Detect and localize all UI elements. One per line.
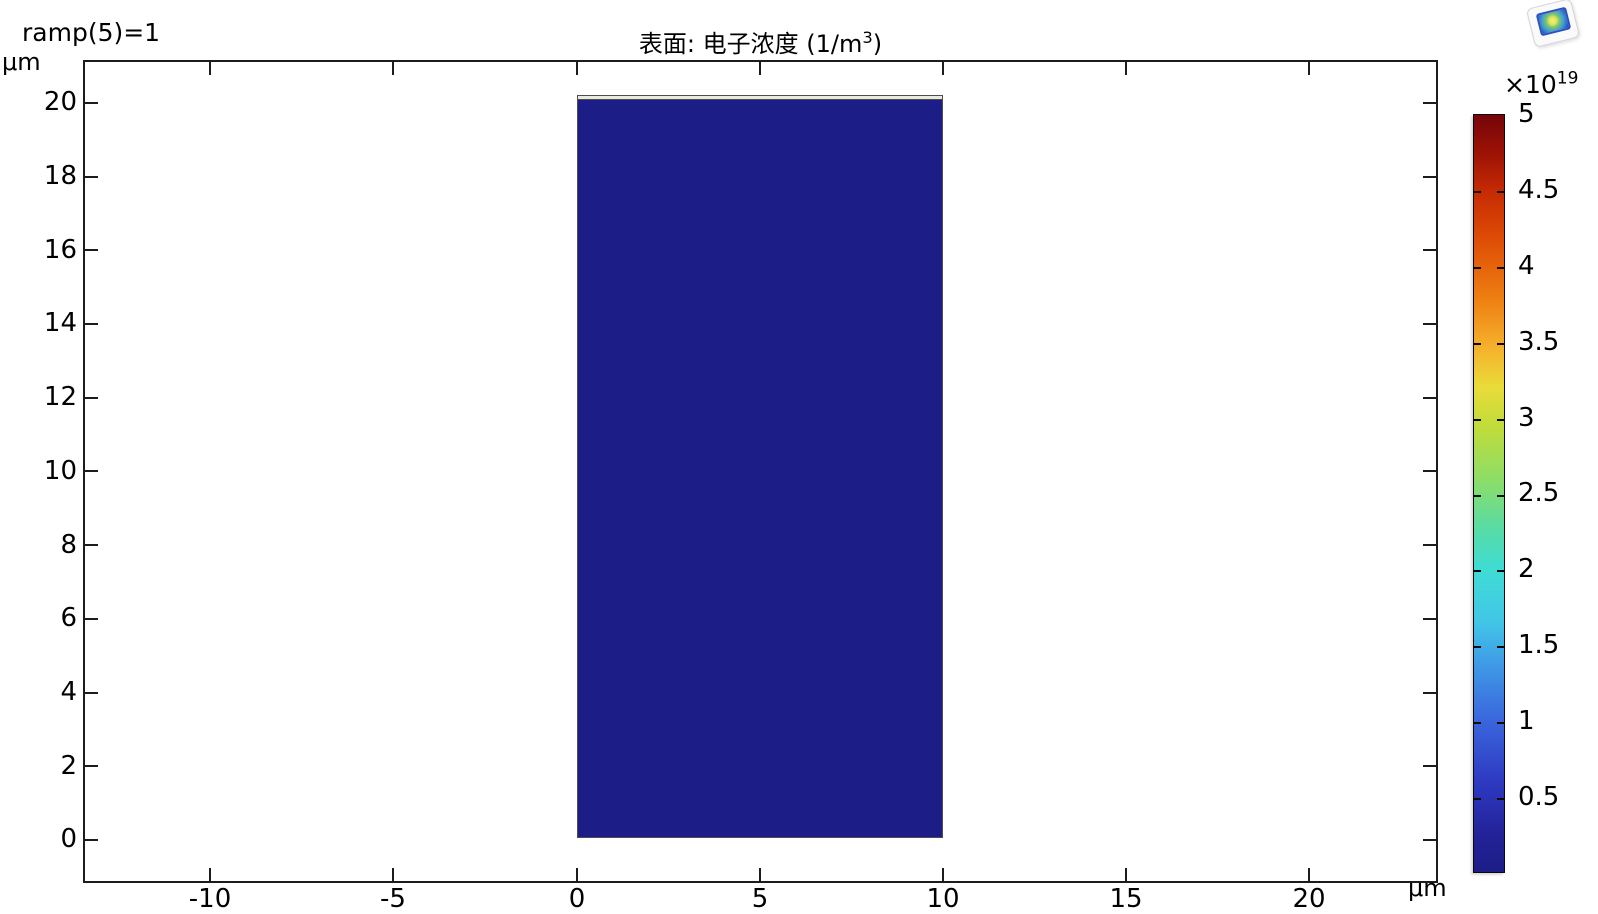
axis-tick <box>942 868 944 881</box>
axis-tick <box>85 692 98 694</box>
colorbar-tick <box>1497 570 1504 572</box>
colorbar-tick <box>1497 191 1504 193</box>
colorbar-label: 3 <box>1518 403 1535 433</box>
axis-tick <box>85 397 98 399</box>
axis-tick <box>942 62 944 75</box>
axis-tick <box>1125 62 1127 75</box>
axis-tick <box>759 62 761 75</box>
x-tick-label: 0 <box>568 884 586 914</box>
colorbar-label: 2 <box>1518 554 1535 584</box>
colorbar-tick <box>1497 419 1504 421</box>
y-tick-label: 8 <box>60 530 77 560</box>
colorbar-multiplier: ×1019 <box>1504 68 1579 99</box>
axis-tick <box>759 868 761 881</box>
simulation-domain-rect[interactable] <box>577 95 943 838</box>
axis-tick <box>85 102 98 104</box>
colorbar-label: 1.5 <box>1518 630 1560 660</box>
axis-tick <box>1423 470 1436 472</box>
axis-tick <box>1423 544 1436 546</box>
surface-plot-thumbnail-icon[interactable] <box>1524 0 1584 50</box>
plot-title-suffix: ) <box>872 30 883 58</box>
axis-tick <box>1423 618 1436 620</box>
y-tick-label: 14 <box>43 308 77 338</box>
axis-tick <box>1423 249 1436 251</box>
axis-tick <box>1308 62 1310 75</box>
colorbar-tick <box>1497 495 1504 497</box>
axis-tick <box>85 765 98 767</box>
colorbar-gradient <box>1473 114 1505 873</box>
axis-tick <box>392 62 394 75</box>
y-tick-label: 16 <box>43 235 77 265</box>
y-axis-unit-label: μm <box>2 48 41 76</box>
axis-tick <box>576 868 578 881</box>
axis-tick <box>1423 839 1436 841</box>
y-tick-label: 4 <box>60 677 77 707</box>
colorbar-label: 2.5 <box>1518 478 1560 508</box>
colorbar-tick <box>1474 722 1481 724</box>
colorbar-tick <box>1474 798 1481 800</box>
axis-tick <box>1423 176 1436 178</box>
colorbar-tick <box>1497 722 1504 724</box>
x-tick-label: -10 <box>188 884 232 914</box>
colorbar-tick <box>1474 495 1481 497</box>
thin-top-layer <box>578 96 942 100</box>
y-tick-label: 10 <box>43 456 77 486</box>
axis-tick <box>1423 765 1436 767</box>
axis-tick <box>1308 868 1310 881</box>
colorbar-label: 3.5 <box>1518 327 1560 357</box>
axis-tick <box>85 839 98 841</box>
axis-tick <box>85 470 98 472</box>
axis-tick <box>1423 102 1436 104</box>
axis-tick <box>85 249 98 251</box>
colorbar-tick <box>1474 419 1481 421</box>
axis-tick <box>1423 692 1436 694</box>
axis-tick <box>1423 397 1436 399</box>
plot-area[interactable] <box>83 60 1438 883</box>
colorbar-multiplier-base: ×10 <box>1504 70 1557 99</box>
colorbar-tick <box>1497 798 1504 800</box>
axis-tick <box>85 618 98 620</box>
y-tick-label: 18 <box>43 161 77 191</box>
colorbar-tick <box>1497 267 1504 269</box>
y-tick-label: 20 <box>43 87 77 117</box>
y-tick-label: 2 <box>60 751 77 781</box>
axis-tick <box>392 868 394 881</box>
x-axis-unit-label: μm <box>1408 874 1447 902</box>
axis-tick <box>85 176 98 178</box>
colorbar-tick <box>1474 343 1481 345</box>
colorbar-multiplier-exponent: 19 <box>1556 68 1579 89</box>
axis-tick <box>1125 868 1127 881</box>
parameter-annotation: ramp(5)=1 <box>22 18 161 47</box>
x-tick-label: 5 <box>751 884 769 914</box>
colorbar-label: 4.5 <box>1518 175 1560 205</box>
colorbar-tick <box>1474 267 1481 269</box>
axis-tick <box>85 323 98 325</box>
y-tick-label: 12 <box>43 382 77 412</box>
axis-tick <box>576 62 578 75</box>
x-tick-label: -5 <box>380 884 406 914</box>
colorbar-tick <box>1497 343 1504 345</box>
plot-title: 表面: 电子浓度 (1/m3) <box>83 24 1438 59</box>
y-tick-label: 6 <box>60 603 77 633</box>
plot-title-text: 表面: 电子浓度 (1/m <box>638 30 863 58</box>
axis-tick <box>85 544 98 546</box>
colorbar-label: 0.5 <box>1518 782 1560 812</box>
colorbar-tick <box>1497 646 1504 648</box>
axis-tick <box>209 868 211 881</box>
colorbar-tick <box>1474 570 1481 572</box>
colorbar-tick <box>1474 646 1481 648</box>
plot-title-exponent: 3 <box>862 28 873 47</box>
colorbar-label: 4 <box>1518 251 1535 281</box>
x-tick-label: 20 <box>1292 884 1326 914</box>
x-tick-label: 10 <box>926 884 960 914</box>
x-tick-label: 15 <box>1109 884 1143 914</box>
axis-tick <box>1423 323 1436 325</box>
colorbar-tick <box>1474 191 1481 193</box>
colorbar-label: 5 <box>1518 99 1535 129</box>
y-tick-label: 0 <box>60 824 77 854</box>
colorbar-label: 1 <box>1518 706 1535 736</box>
axis-tick <box>209 62 211 75</box>
